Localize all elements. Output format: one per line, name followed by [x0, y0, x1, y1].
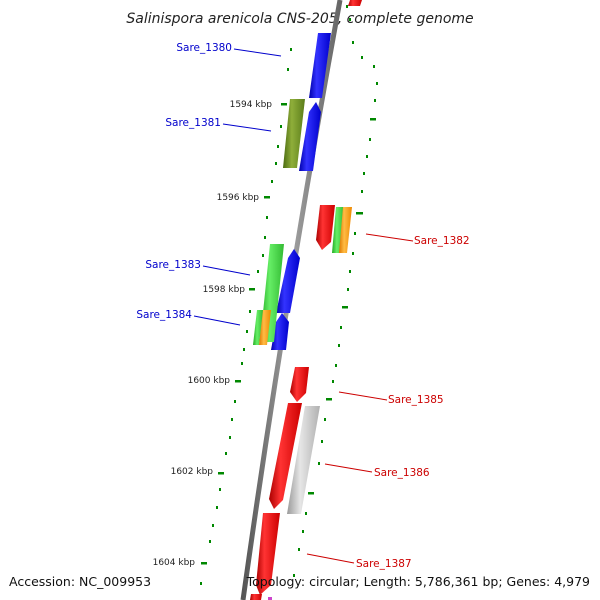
map-title: Salinispora arenicola CNS-205, complete …: [126, 11, 473, 27]
gene-sare-1381[interactable]: [299, 102, 321, 171]
scale-label-1596: 1596 kbp: [217, 193, 260, 203]
scale-labels: 1594 kbp 1596 kbp 1598 kbp 1600 kbp 1602…: [153, 100, 273, 568]
label-sare-1384[interactable]: Sare_1384: [136, 309, 192, 321]
label-sare-1386[interactable]: Sare_1386: [374, 467, 430, 479]
label-sare-1387[interactable]: Sare_1387: [356, 558, 412, 570]
label-sare-1383[interactable]: Sare_1383: [145, 259, 201, 271]
label-sare-1380[interactable]: Sare_1380: [176, 42, 232, 54]
scale-label-1604: 1604 kbp: [153, 558, 196, 568]
inner-tick-track: [200, 48, 292, 585]
scale-label-1600: 1600 kbp: [188, 376, 231, 386]
label-sare-1381[interactable]: Sare_1381: [165, 117, 221, 129]
outer-tick-track: [293, 5, 378, 577]
cog-left: [253, 99, 305, 345]
label-sare-1385[interactable]: Sare_1385: [388, 394, 444, 406]
gene-labels-left: Sare_1380 Sare_1381 Sare_1383 Sare_1384: [136, 42, 282, 326]
gene-sare-1385[interactable]: [290, 367, 309, 402]
scale-label-1594: 1594 kbp: [230, 100, 273, 110]
topology-summary: Topology: circular; Length: 5,786,361 bp…: [246, 574, 590, 589]
scale-label-1602: 1602 kbp: [171, 467, 214, 477]
gene-sare-1383[interactable]: [276, 249, 300, 313]
gene-sare-1387[interactable]: [256, 513, 280, 595]
forward-genes: [271, 33, 331, 350]
gene-labels-right: Sare_1382 Sare_1385 Sare_1386 Sare_1387: [306, 233, 470, 570]
label-sare-1382[interactable]: Sare_1382: [414, 235, 470, 247]
accession-text: Accession: NC_009953: [9, 574, 151, 589]
gene-sare-1382[interactable]: [316, 205, 335, 250]
gene-sare-1386[interactable]: [269, 403, 302, 509]
reverse-genes: [250, 0, 362, 600]
scale-label-1598: 1598 kbp: [203, 285, 246, 295]
gene-sare-1384[interactable]: [271, 313, 289, 350]
gene-sare-1380[interactable]: [309, 33, 331, 98]
cog-right: [268, 207, 352, 600]
